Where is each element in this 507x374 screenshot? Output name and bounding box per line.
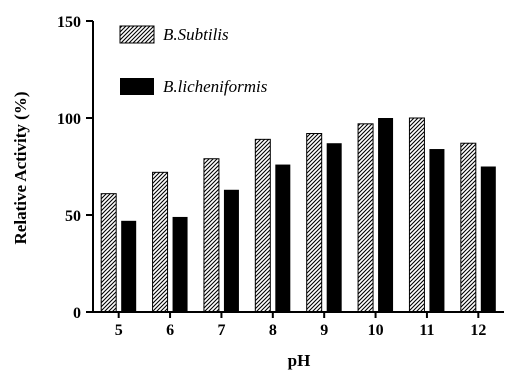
- bar-b-licheniformis-ph-8: [275, 164, 291, 312]
- bar-b-subtilis-ph-12: [460, 142, 477, 313]
- bar-b-licheniformis-ph-6: [172, 216, 188, 312]
- x-tick-label-7: 7: [217, 322, 225, 339]
- x-tick-label-9: 9: [320, 322, 328, 339]
- legend-label-b-subtilis: B.Subtilis: [163, 25, 229, 44]
- x-tick-label-10: 10: [368, 322, 384, 339]
- bar-b-licheniformis-ph-5: [121, 220, 137, 312]
- x-tick-label-5: 5: [115, 322, 123, 339]
- bar-b-licheniformis-ph-11: [429, 149, 445, 312]
- x-axis-title: pH: [288, 351, 311, 370]
- x-ticks-group: 5 6 7 8 9 10 11 12: [115, 312, 486, 339]
- x-tick-label-12: 12: [470, 322, 486, 339]
- bar-b-licheniformis-ph-12: [480, 166, 496, 312]
- x-tick-label-6: 6: [166, 322, 174, 339]
- legend: B.Subtilis B.licheniformis: [119, 25, 268, 96]
- bar-b-subtilis-ph-9: [306, 133, 323, 313]
- y-axis-title: Relative Activity (%): [11, 92, 30, 245]
- x-tick-label-8: 8: [269, 322, 277, 339]
- legend-swatch-b-licheniformis: [120, 78, 154, 95]
- bar-b-subtilis-ph-10: [357, 123, 374, 313]
- y-ticks-group: 0 50 100 150: [57, 14, 93, 322]
- y-tick-label-50: 50: [65, 208, 81, 225]
- bar-b-licheniformis-ph-7: [223, 189, 239, 312]
- bar-b-licheniformis-ph-10: [378, 118, 394, 312]
- x-tick-label-11: 11: [419, 322, 434, 339]
- bar-b-subtilis-ph-7: [203, 158, 220, 313]
- y-tick-label-0: 0: [73, 305, 81, 322]
- bar-b-subtilis-ph-8: [254, 138, 271, 313]
- bars-group: [100, 117, 496, 313]
- bar-b-subtilis-ph-11: [408, 117, 425, 313]
- y-tick-label-100: 100: [57, 111, 81, 128]
- bar-b-subtilis-ph-6: [152, 171, 169, 313]
- bar-b-subtilis-ph-5: [100, 193, 117, 313]
- y-tick-label-150: 150: [57, 14, 81, 31]
- legend-label-b-licheniformis: B.licheniformis: [163, 77, 268, 96]
- legend-swatch-b-subtilis: [119, 25, 155, 44]
- bar-b-licheniformis-ph-9: [326, 143, 342, 312]
